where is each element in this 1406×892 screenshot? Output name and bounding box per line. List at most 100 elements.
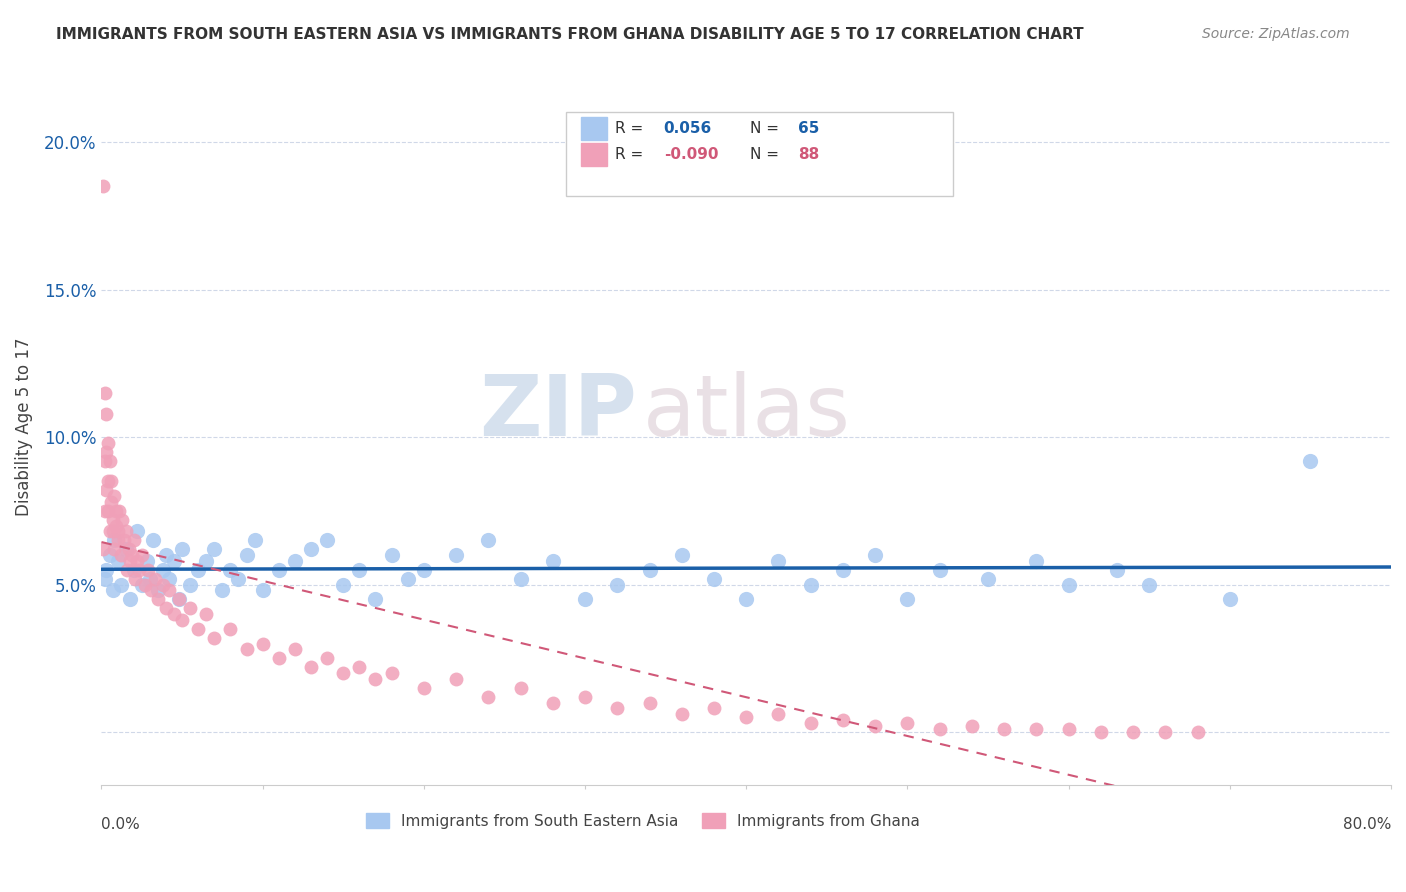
Point	[96, 445, 118, 459]
Point	[103, 533, 125, 548]
Point	[364, 672, 387, 686]
Point	[896, 716, 918, 731]
Legend: Immigrants from South Eastern Asia, Immigrants from Ghana: Immigrants from South Eastern Asia, Immi…	[360, 806, 927, 835]
Point	[97, 475, 120, 489]
Point	[96, 563, 118, 577]
Point	[638, 563, 661, 577]
Point	[1025, 554, 1047, 568]
Point	[103, 542, 125, 557]
Point	[896, 592, 918, 607]
Point	[1137, 577, 1160, 591]
Point	[832, 713, 855, 727]
Point	[104, 504, 127, 518]
Point	[863, 548, 886, 562]
Point	[1154, 725, 1177, 739]
Point	[960, 719, 983, 733]
Text: atlas: atlas	[643, 371, 851, 454]
Point	[93, 572, 115, 586]
Bar	[581, 117, 607, 140]
Point	[136, 563, 159, 577]
Point	[187, 622, 209, 636]
Text: 80.0%: 80.0%	[1343, 817, 1391, 832]
Text: ZIP: ZIP	[479, 371, 637, 454]
Point	[863, 719, 886, 733]
Point	[114, 524, 136, 539]
Point	[332, 666, 354, 681]
Point	[977, 572, 1000, 586]
Point	[146, 583, 169, 598]
Point	[381, 666, 404, 681]
Point	[832, 563, 855, 577]
Point	[124, 572, 146, 586]
Point	[179, 577, 201, 591]
Point	[134, 577, 156, 591]
Point	[125, 554, 148, 568]
Point	[1105, 563, 1128, 577]
Point	[1057, 577, 1080, 591]
Point	[104, 518, 127, 533]
Point	[219, 563, 242, 577]
Point	[128, 563, 150, 577]
Text: 0.056: 0.056	[664, 121, 711, 136]
Point	[606, 577, 628, 591]
Point	[122, 563, 145, 577]
Point	[96, 483, 118, 498]
Point	[157, 583, 180, 598]
Point	[444, 548, 467, 562]
Text: 0.0%: 0.0%	[101, 817, 141, 832]
Point	[103, 489, 125, 503]
Y-axis label: Disability Age 5 to 17: Disability Age 5 to 17	[15, 337, 32, 516]
Text: -0.090: -0.090	[664, 147, 718, 162]
Point	[118, 542, 141, 557]
Text: 88: 88	[797, 147, 820, 162]
Point	[135, 554, 157, 568]
Point	[170, 613, 193, 627]
Point	[928, 722, 950, 736]
Point	[735, 592, 758, 607]
Point	[167, 592, 190, 607]
Point	[131, 548, 153, 562]
Point	[477, 690, 499, 704]
Point	[100, 475, 122, 489]
Point	[252, 583, 274, 598]
Point	[267, 563, 290, 577]
Point	[163, 607, 186, 621]
Point	[163, 554, 186, 568]
Point	[167, 592, 190, 607]
Point	[267, 651, 290, 665]
Point	[800, 716, 823, 731]
Point	[638, 696, 661, 710]
Point	[155, 601, 177, 615]
Point	[155, 548, 177, 562]
Text: R =: R =	[614, 121, 648, 136]
Point	[284, 554, 307, 568]
Point	[509, 681, 531, 695]
Point	[574, 690, 596, 704]
Point	[477, 533, 499, 548]
Point	[509, 572, 531, 586]
Point	[93, 385, 115, 400]
Point	[928, 563, 950, 577]
Point	[252, 636, 274, 650]
Point	[412, 563, 434, 577]
Point	[1122, 725, 1144, 739]
Point	[101, 513, 124, 527]
Point	[299, 660, 322, 674]
Point	[110, 577, 132, 591]
Point	[202, 542, 225, 557]
Point	[143, 572, 166, 586]
Point	[219, 622, 242, 636]
Point	[284, 642, 307, 657]
Point	[97, 436, 120, 450]
Point	[111, 513, 134, 527]
Point	[202, 631, 225, 645]
Point	[157, 572, 180, 586]
Point	[120, 592, 142, 607]
Point	[1057, 722, 1080, 736]
Point	[107, 554, 129, 568]
Text: 65: 65	[797, 121, 820, 136]
Point	[243, 533, 266, 548]
Point	[235, 642, 257, 657]
Point	[541, 554, 564, 568]
Point	[117, 563, 139, 577]
